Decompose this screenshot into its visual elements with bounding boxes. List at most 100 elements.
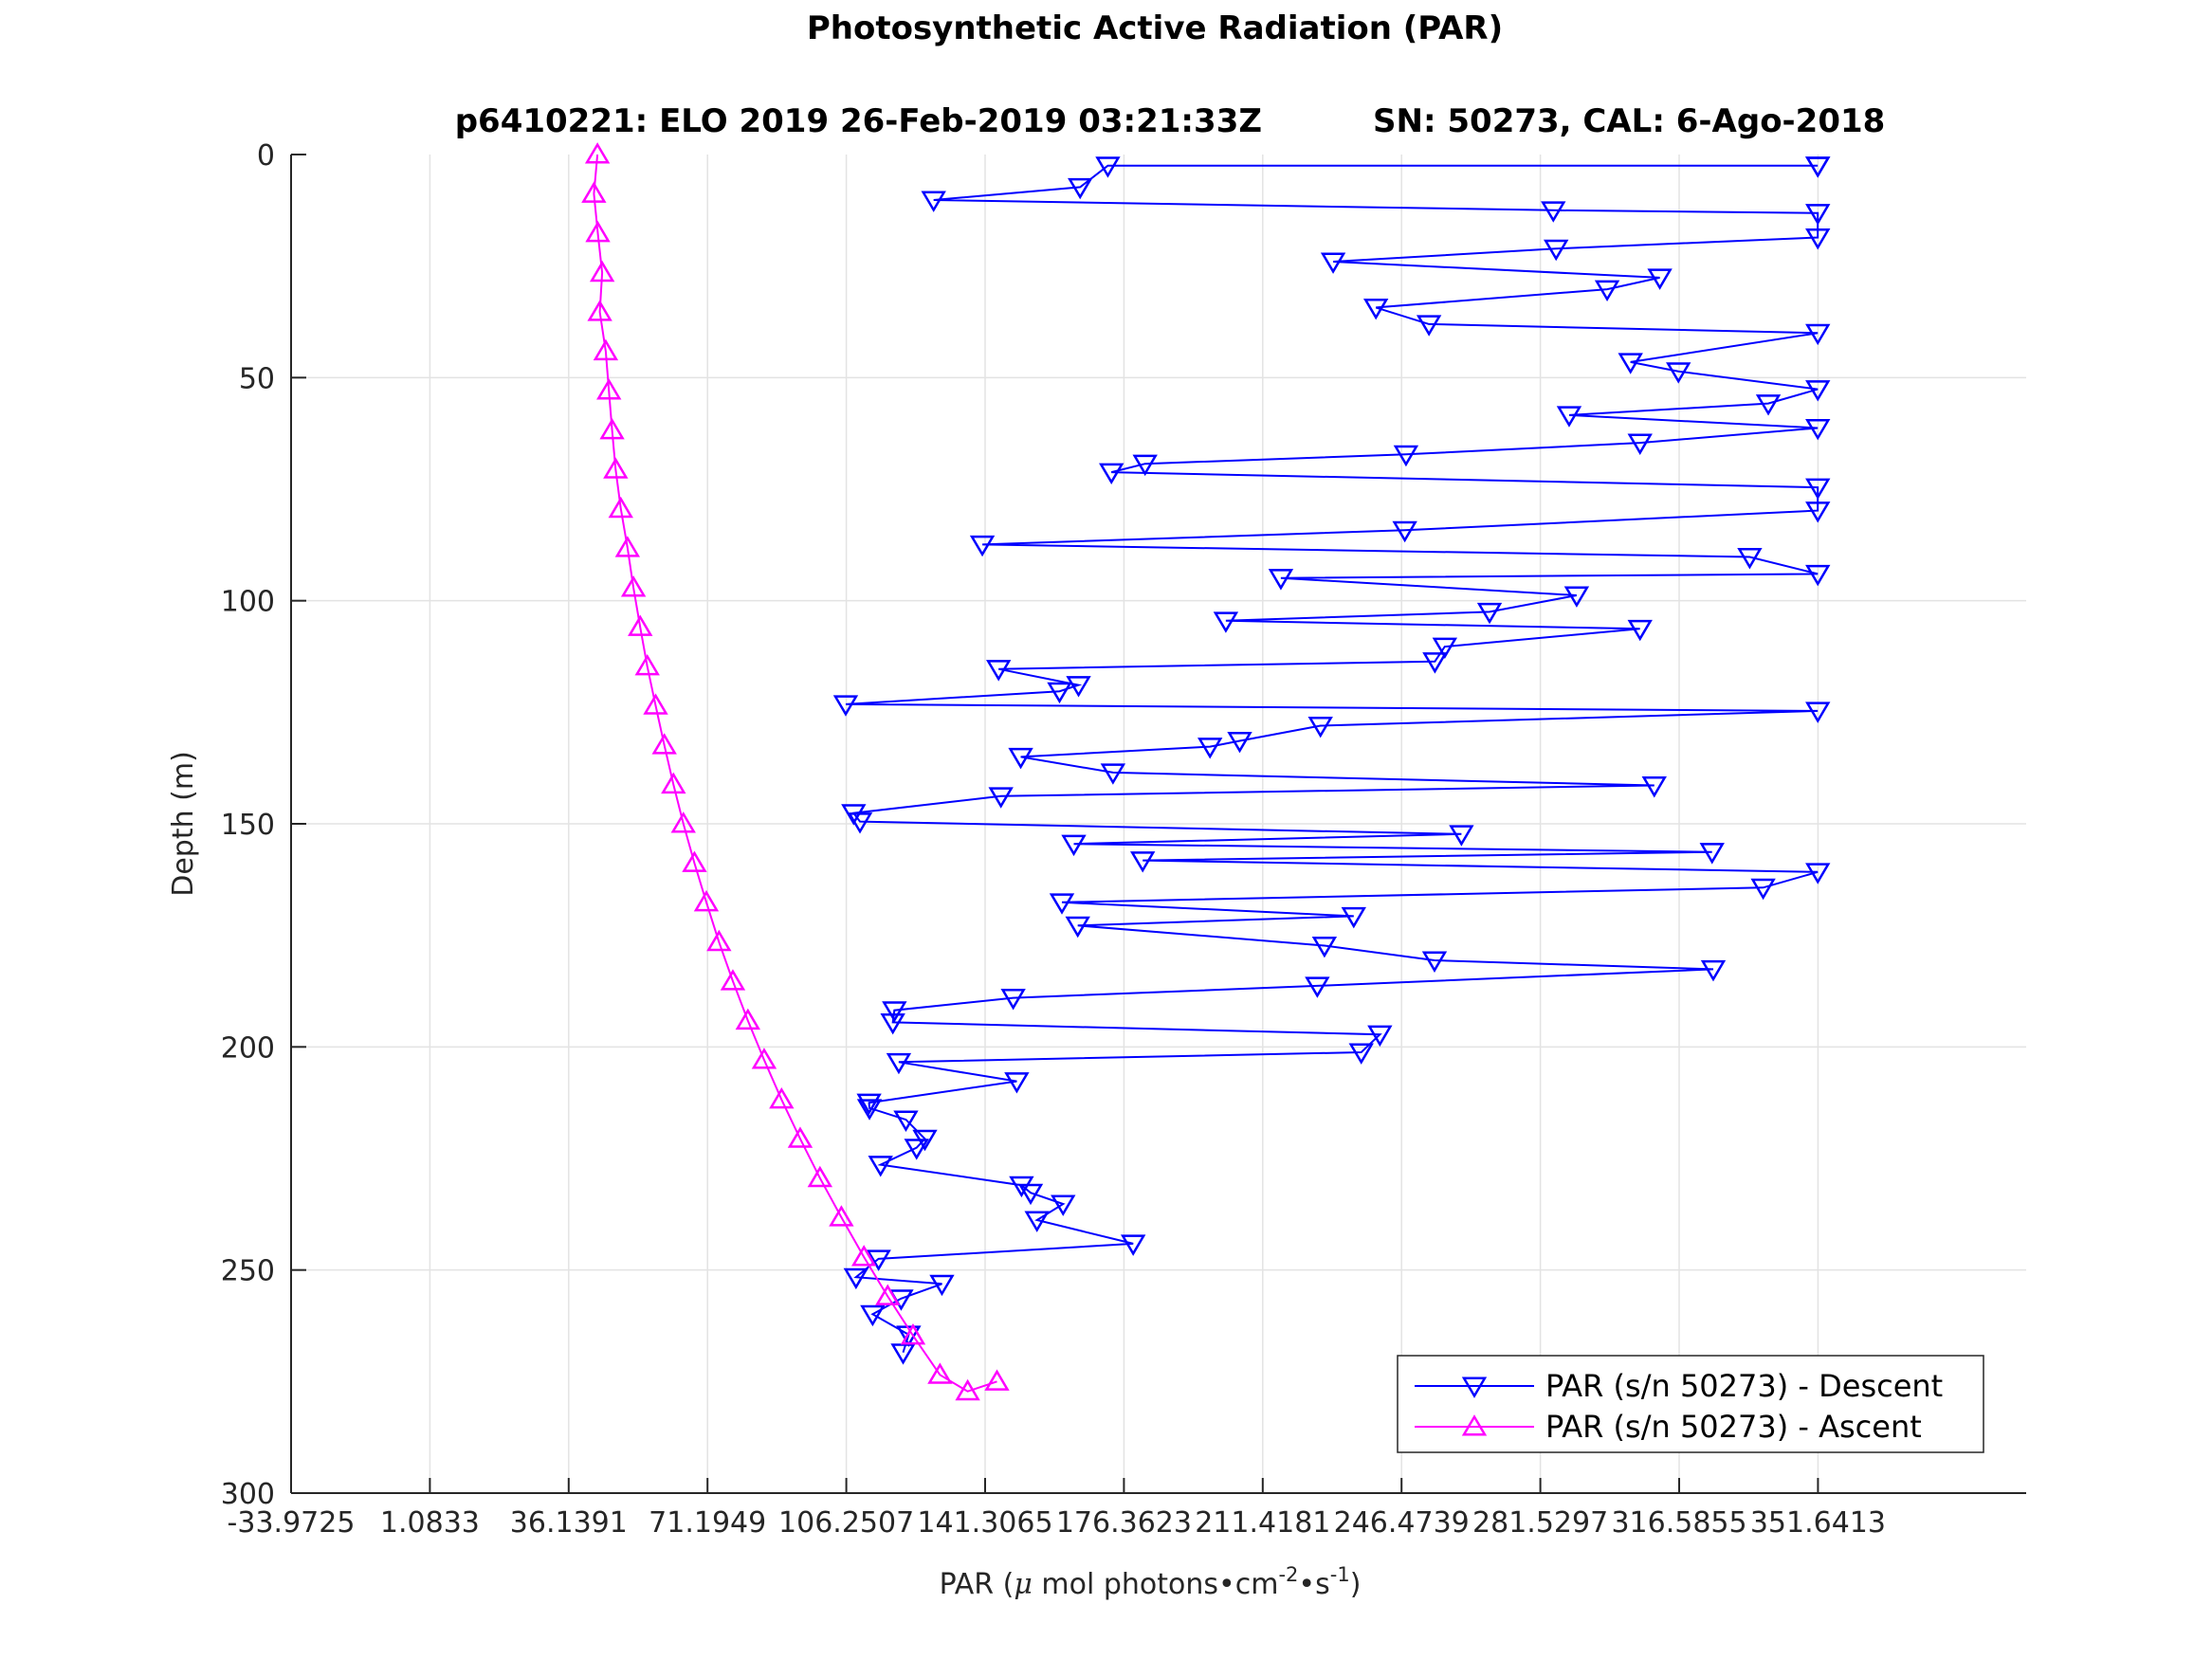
data-point-descent [1805, 380, 1831, 402]
legend-descent-marker [1461, 1376, 1488, 1398]
data-point-ascent [927, 1362, 953, 1384]
data-point-ascent [829, 1205, 854, 1227]
data-point-descent [1737, 548, 1763, 570]
data-point-descent [1000, 989, 1026, 1011]
data-point-ascent [651, 733, 677, 755]
data-point-descent [1805, 323, 1831, 346]
data-point-descent [856, 1093, 882, 1116]
data-point-descent [1805, 564, 1831, 587]
y-tick-label: 50 [239, 362, 275, 395]
data-point-ascent [628, 614, 653, 636]
data-point-ascent [787, 1126, 814, 1148]
data-point-ascent [720, 969, 746, 991]
x-axis-label-s: s [1315, 1568, 1330, 1601]
data-point-descent [1004, 1072, 1030, 1094]
data-point-ascent [670, 811, 696, 833]
x-axis-label-mid: mol photons [1033, 1568, 1218, 1601]
data-point-descent [985, 660, 1012, 682]
data-point-descent [1392, 520, 1417, 543]
data-point-ascent [900, 1322, 926, 1345]
y-tick-label: 200 [221, 1031, 275, 1065]
data-point-descent [1618, 353, 1643, 374]
data-point-descent [1047, 682, 1072, 704]
data-point-ascent [603, 457, 629, 479]
data-point-descent [1008, 747, 1033, 770]
data-point-descent [890, 1343, 916, 1365]
data-point-descent [860, 1304, 886, 1327]
data-point-ascent [608, 496, 633, 519]
data-point-descent [1341, 906, 1366, 929]
x-axis-label-exp1: -2 [1278, 1563, 1298, 1586]
chart-subtitle-right: SN: 50273, CAL: 6-Ago-2018 [1373, 102, 1885, 140]
data-point-descent [1120, 1234, 1146, 1256]
data-point-descent [843, 1267, 869, 1290]
data-point-ascent [682, 850, 707, 872]
x-tick-label: 246.4739 [1334, 1506, 1470, 1540]
y-tick-label: 250 [221, 1255, 275, 1288]
data-point-descent [929, 1274, 955, 1297]
data-point-ascent [984, 1369, 1010, 1391]
data-point-descent [1476, 602, 1503, 625]
data-point-ascent [587, 300, 612, 321]
data-point-descent [1307, 716, 1333, 738]
y-axis-label: Depth (m) [167, 751, 200, 897]
x-tick-label: 176.3623 [1056, 1506, 1192, 1540]
data-point-ascent [875, 1284, 901, 1305]
data-point-descent [1805, 204, 1831, 226]
data-point-ascent [807, 1165, 833, 1188]
data-point-descent [1647, 268, 1673, 290]
legend: PAR (s/n 50273) - Descent PAR (s/n 50273… [1397, 1355, 1984, 1453]
data-point-descent [1805, 478, 1831, 501]
x-tick-label: 106.2507 [778, 1506, 914, 1540]
x-axis-label-suffix: ) [1350, 1568, 1362, 1601]
data-point-descent [1541, 201, 1566, 223]
data-point-descent [1755, 394, 1782, 416]
data-point-descent [1049, 893, 1075, 915]
data-point-descent [893, 1110, 919, 1132]
data-point-ascent [634, 653, 660, 676]
data-point-ascent [614, 536, 641, 557]
x-tick-label: 36.1391 [510, 1506, 628, 1540]
data-point-ascent [596, 378, 622, 400]
data-point-ascent [661, 772, 686, 794]
data-point-ascent [620, 575, 647, 597]
data-point-descent [882, 1001, 907, 1023]
data-point-descent [1311, 936, 1338, 958]
x-axis-label-dot1: • [1218, 1568, 1235, 1601]
data-point-ascent [589, 260, 615, 283]
data-point-ascent [693, 889, 720, 912]
data-point-descent [856, 1099, 883, 1121]
data-point-descent [1362, 298, 1389, 320]
data-point-descent [1017, 1183, 1044, 1206]
data-point-ascent [581, 181, 607, 203]
data-point-ascent [851, 1245, 877, 1267]
data-point-ascent [585, 220, 611, 243]
legend-ascent-label: PAR (s/n 50273) - Ascent [1545, 1409, 1922, 1445]
data-point-descent [1432, 637, 1458, 660]
data-point-descent [1544, 239, 1569, 262]
y-axis-ticks: 0 50 100 150 200 250 300 [221, 139, 306, 1511]
y-tick-label: 0 [257, 139, 275, 173]
data-point-descent [1556, 406, 1582, 428]
data-point-descent [1594, 280, 1620, 302]
data-point-ascent [643, 693, 668, 715]
legend-ascent-triangle [1461, 1414, 1488, 1436]
data-point-descent [1449, 825, 1474, 847]
grid-lines [291, 155, 2026, 1493]
data-point-descent [1627, 433, 1653, 455]
series-descent [832, 156, 1831, 1365]
data-point-descent [1805, 863, 1831, 884]
y-tick-label: 150 [221, 809, 275, 842]
legend-descent-label: PAR (s/n 50273) - Descent [1545, 1368, 1943, 1404]
data-point-ascent [751, 1048, 777, 1069]
data-point-descent [1100, 763, 1126, 785]
data-point-descent [1061, 834, 1087, 857]
series-ascent [581, 142, 1010, 1401]
data-point-descent [1367, 1025, 1393, 1048]
x-axis-label-cm: cm [1235, 1568, 1279, 1601]
chart-subtitle-left: p6410221: ELO 2019 26-Feb-2019 03:21:33Z [455, 102, 1262, 140]
data-point-ascent [955, 1378, 980, 1401]
data-point-descent [866, 1249, 891, 1271]
x-axis-label-prefix: PAR ( [940, 1568, 1015, 1601]
x-axis-label-dot2: • [1298, 1568, 1315, 1601]
